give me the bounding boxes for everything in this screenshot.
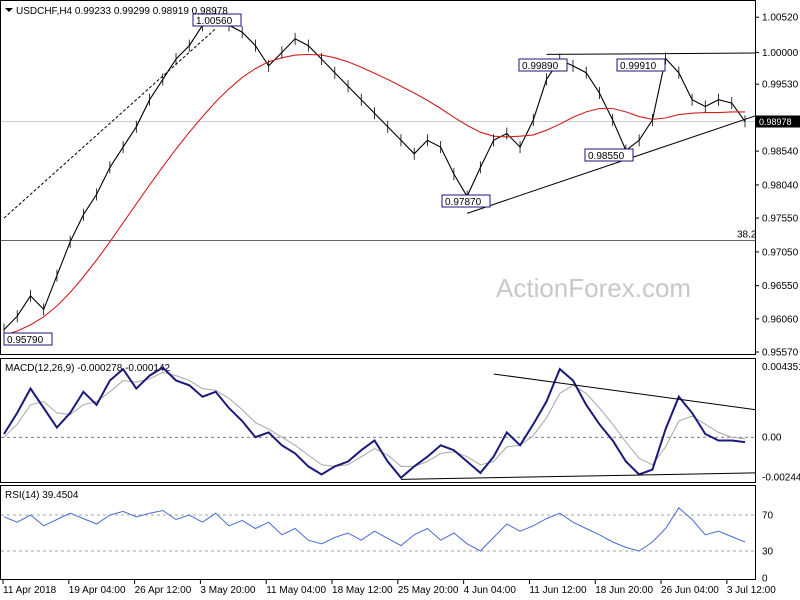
- rsi-chart-title: RSI(14) 39.4504: [5, 490, 79, 501]
- annotation-label: 0.99890: [522, 61, 559, 72]
- y-tick-label: 0.97050: [762, 247, 799, 258]
- x-tick-label: 11 Jun 12:00: [529, 585, 587, 596]
- y-tick-label: 0.95570: [762, 348, 799, 359]
- macd-chart-title: MACD(12,26,9) -0.000278 -0.000142: [5, 363, 171, 374]
- x-tick-label: 26 Apr 12:00: [135, 585, 192, 596]
- x-tick-label: 18 Jun 20:00: [595, 585, 653, 596]
- annotation-label: 0.95790: [7, 335, 44, 346]
- series-line-macd: [3, 366, 746, 480]
- series-line-moving-average: [3, 53, 745, 336]
- annotation-label: 0.98550: [588, 151, 625, 162]
- annotation-box: [584, 148, 634, 162]
- y-tick-label: 1.00520: [762, 13, 799, 24]
- series-line-signal: [3, 371, 746, 467]
- rsi-panel: [0, 485, 756, 580]
- annotation-label: 0.97870: [445, 197, 482, 208]
- annotation-box: [192, 13, 242, 27]
- price-trendline-0: [3, 28, 217, 219]
- rsi-y-tick-label: 0: [762, 574, 768, 585]
- fib-label: 38.2: [737, 229, 757, 240]
- rsi-y-tick-label: 30: [762, 547, 774, 558]
- x-tick-label: 19 Apr 04:00: [69, 585, 126, 596]
- annotation-box: [441, 194, 491, 208]
- x-tick-label: 4 Jun 04:00: [464, 585, 517, 596]
- y-tick-label: 0.96550: [762, 281, 799, 292]
- macd-y-tick-label: 0.004351: [762, 362, 800, 373]
- macd-y-tick-label: -0.002448: [762, 472, 800, 483]
- last-price-label: 0.98978: [759, 117, 792, 127]
- x-tick-label: 3 May 20:00: [200, 585, 255, 596]
- price-trendline-2: [466, 115, 756, 214]
- price-title-marker: [5, 8, 13, 12]
- last-price-tag: [756, 115, 800, 128]
- x-tick-label: 11 May 04:00: [266, 585, 326, 596]
- macd-y-tick-label: 0.00: [762, 433, 782, 444]
- annotation-label: 1.00560: [196, 16, 233, 27]
- series-line-rsi: [3, 507, 746, 552]
- x-tick-label: 18 May 12:00: [332, 585, 393, 596]
- annotation-label: 0.99910: [620, 61, 657, 72]
- macd-trendline-0: [400, 472, 756, 480]
- price-panel: [0, 0, 756, 355]
- price-chart-title: USDCHF,H4 0.99233 0.99299 0.98919 0.9897…: [16, 6, 228, 17]
- annotation-box: [616, 58, 666, 72]
- annotation-box: [3, 332, 53, 346]
- macd-panel: [0, 358, 756, 483]
- y-tick-label: 1.00000: [762, 48, 799, 59]
- y-tick-label: 0.99530: [762, 80, 799, 91]
- y-tick-label: 0.98040: [762, 180, 799, 191]
- annotation-box: [518, 58, 568, 72]
- y-tick-label: 0.96060: [762, 314, 799, 325]
- watermark: ActionForex.com: [496, 273, 691, 303]
- x-tick-label: 25 May 20:00: [398, 585, 459, 596]
- price-trendline-1: [546, 52, 756, 55]
- y-tick-label: 0.98540: [762, 147, 799, 158]
- x-tick-label: 3 Jul 12:00: [727, 585, 776, 596]
- rsi-y-tick-label: 70: [762, 511, 774, 522]
- x-tick-label: 26 Jun 04:00: [661, 585, 719, 596]
- y-tick-label: 0.97550: [762, 214, 799, 225]
- macd-trendline-1: [493, 373, 756, 411]
- x-tick-label: 11 Apr 2018: [3, 585, 57, 596]
